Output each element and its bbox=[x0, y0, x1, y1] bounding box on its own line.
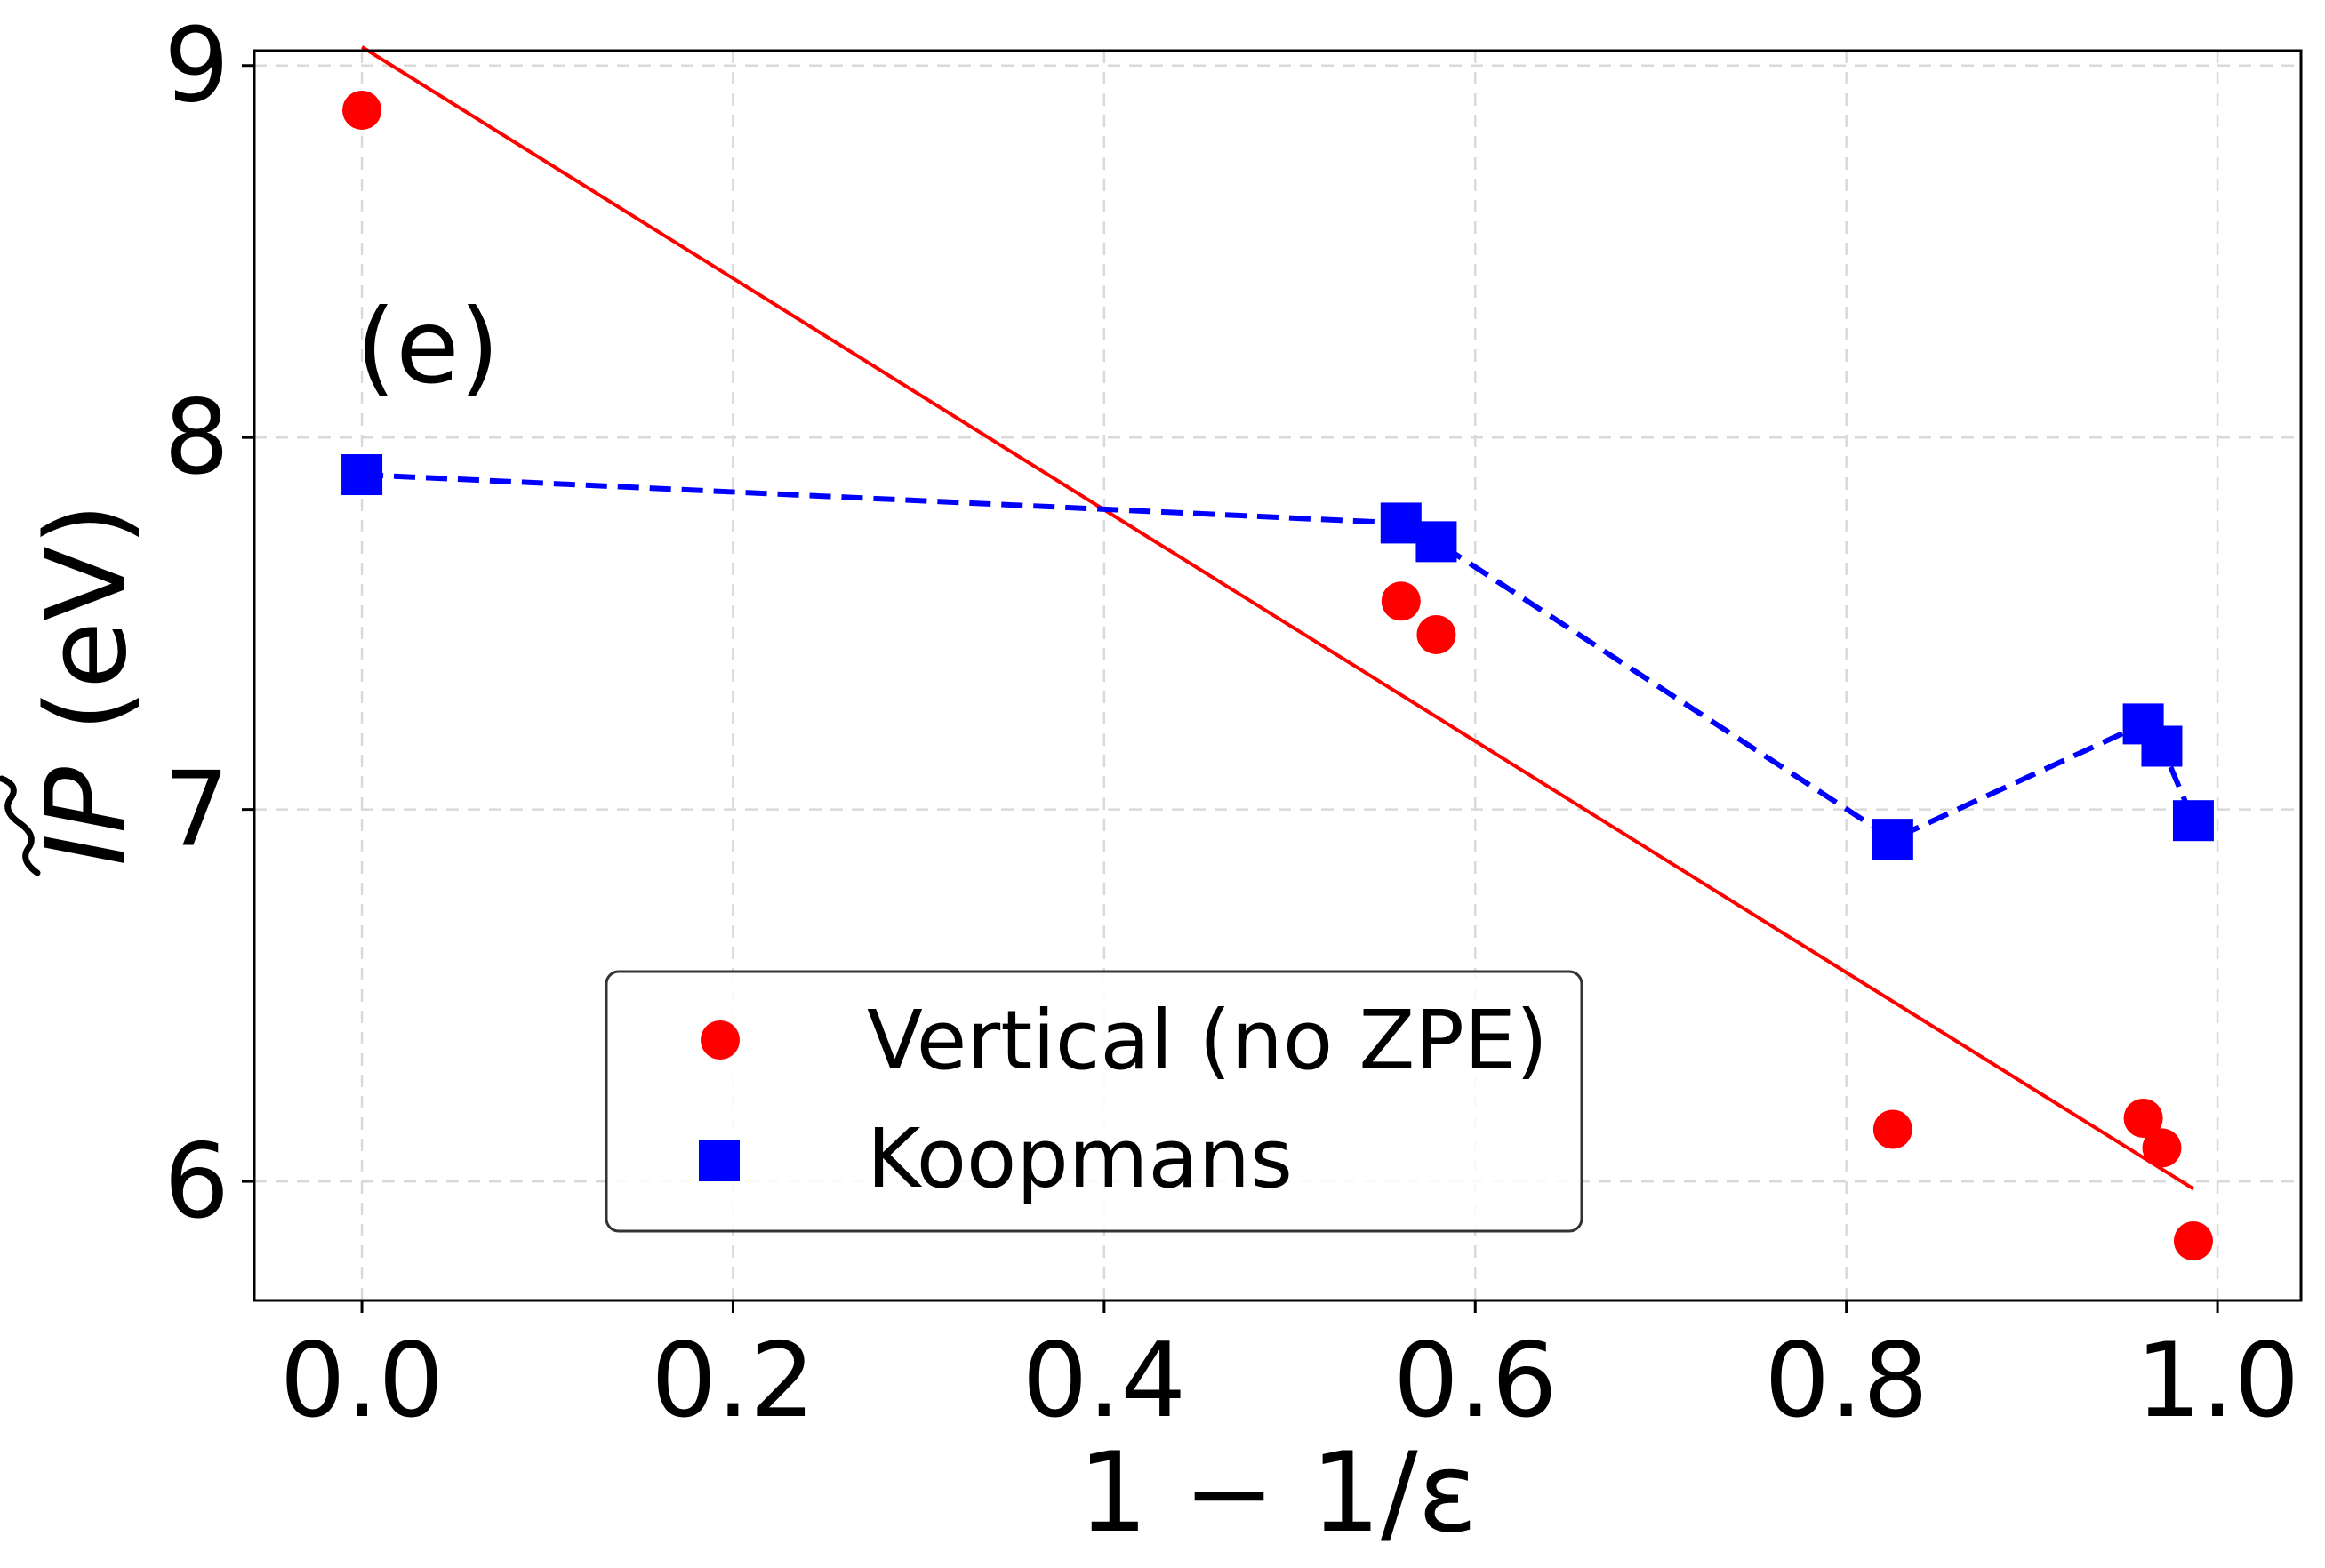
y-axis-label-tilde bbox=[0, 775, 41, 876]
fit-line bbox=[360, 45, 2195, 1191]
x-axis-ticks: 0.0 0.2 0.4 0.6 0.8 1.0 bbox=[280, 1300, 2299, 1441]
koopmans-point bbox=[341, 454, 383, 496]
x-axis-label-text: 1 − 1/ε bbox=[1078, 1429, 1477, 1557]
legend-label-koopmans: Koopmans bbox=[867, 1111, 1293, 1206]
grid bbox=[254, 51, 2301, 1300]
vertical-point bbox=[2173, 1221, 2213, 1261]
y-tick-label: 6 bbox=[164, 1122, 229, 1242]
y-axis-label-units: (eV) bbox=[23, 503, 151, 767]
koopmans-point bbox=[2172, 800, 2214, 842]
fit-line-layer bbox=[360, 45, 2195, 1191]
legend-frame bbox=[605, 970, 1583, 1233]
x-axis-label: 1 − 1/ε bbox=[1078, 1429, 1477, 1557]
vertical-point bbox=[1416, 614, 1456, 654]
legend-marker-koopmans bbox=[699, 1140, 740, 1181]
vertical-series bbox=[342, 90, 2213, 1261]
legend-marker-vertical bbox=[701, 1020, 740, 1060]
y-axis-label: IP (eV) bbox=[0, 503, 151, 876]
plot-frame bbox=[253, 49, 2303, 1302]
vertical-point bbox=[2123, 1098, 2163, 1138]
y-tick-label: 8 bbox=[164, 378, 229, 498]
koopmans-line bbox=[361, 472, 2196, 843]
legend-label-vertical: Vertical (no ZPE) bbox=[867, 993, 1548, 1088]
koopmans-point bbox=[2141, 725, 2183, 767]
panel-label: (e) bbox=[356, 287, 500, 407]
y-tick-label: 9 bbox=[164, 6, 229, 126]
x-tick-label: 0.8 bbox=[1764, 1321, 1928, 1441]
koopmans-series bbox=[341, 454, 2214, 860]
koopmans-point bbox=[1380, 502, 1422, 544]
legend: Vertical (no ZPE) Koopmans bbox=[605, 970, 1583, 1233]
x-tick-label: 0.2 bbox=[651, 1321, 814, 1441]
vertical-point bbox=[2142, 1128, 2182, 1168]
y-axis-label-main: IP bbox=[23, 767, 151, 867]
vertical-point bbox=[1872, 1109, 1912, 1149]
x-tick-label: 1.0 bbox=[2136, 1321, 2299, 1441]
y-tick-label: 7 bbox=[164, 750, 229, 870]
x-tick-label: 0.0 bbox=[280, 1321, 444, 1441]
vertical-point bbox=[1381, 581, 1421, 621]
vertical-point bbox=[342, 90, 382, 130]
x-tick-label: 0.4 bbox=[1022, 1321, 1186, 1441]
koopmans-point bbox=[1872, 819, 1913, 860]
svg-text:IP (eV): IP (eV) bbox=[23, 503, 151, 867]
koopmans-point bbox=[1415, 521, 1457, 563]
y-axis-ticks: 6 7 8 9 bbox=[164, 6, 254, 1242]
x-tick-label: 0.6 bbox=[1393, 1321, 1557, 1441]
